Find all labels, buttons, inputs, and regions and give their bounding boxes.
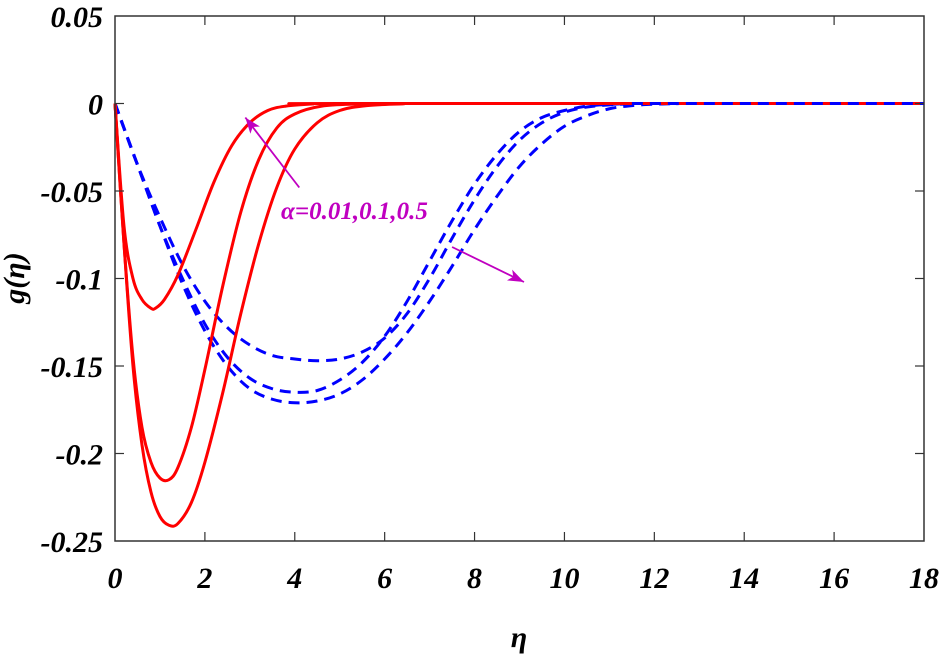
x-tick-label: 0 xyxy=(108,562,123,595)
arrowhead-icon xyxy=(245,117,260,134)
annotation-arrow-shaft xyxy=(451,246,525,283)
x-tick-label: 10 xyxy=(549,562,579,595)
y-tick-label: -0.2 xyxy=(56,439,104,472)
x-tick-label: 18 xyxy=(909,562,939,595)
x-tick-label: 12 xyxy=(639,562,669,595)
series-layer xyxy=(113,101,925,528)
series-line-dashed-0-1 xyxy=(113,101,925,394)
series-line-solid-0-1 xyxy=(113,101,925,483)
y-tick-label: 0 xyxy=(88,89,103,122)
x-axis-label: η xyxy=(511,621,527,654)
y-axis-ticks: 0.05 0 -0.05 -0.1 -0.15 -0.2 -0.25 xyxy=(41,1,924,559)
y-tick-label: -0.25 xyxy=(41,526,104,559)
x-tick-label: 6 xyxy=(377,562,392,595)
y-tick-label: -0.1 xyxy=(56,264,104,297)
alpha-annotation-text: α=0.01,0.1,0.5 xyxy=(281,198,428,225)
alpha-annotation: α=0.01,0.1,0.5 xyxy=(244,116,525,283)
series-line-solid-0-01 xyxy=(113,101,925,311)
x-tick-label: 16 xyxy=(819,562,849,595)
x-tick-label: 4 xyxy=(286,562,302,595)
x-axis-ticks: 0 2 4 6 8 10 12 14 16 18 xyxy=(108,16,939,595)
x-tick-label: 8 xyxy=(467,562,482,595)
series-line-solid-0-5 xyxy=(113,101,925,528)
x-tick-label: 14 xyxy=(729,562,759,595)
annotation-arrow-shaft xyxy=(244,116,300,189)
y-tick-label: 0.05 xyxy=(51,1,104,34)
y-axis-label: g(η) xyxy=(0,252,31,304)
x-tick-label: 2 xyxy=(196,562,212,595)
series-line-dashed-0-01 xyxy=(113,101,925,363)
series-line-dashed-0-5 xyxy=(113,101,925,405)
y-tick-label: -0.05 xyxy=(41,176,104,209)
arrowhead-icon xyxy=(507,269,524,282)
y-tick-label: -0.15 xyxy=(41,351,104,384)
